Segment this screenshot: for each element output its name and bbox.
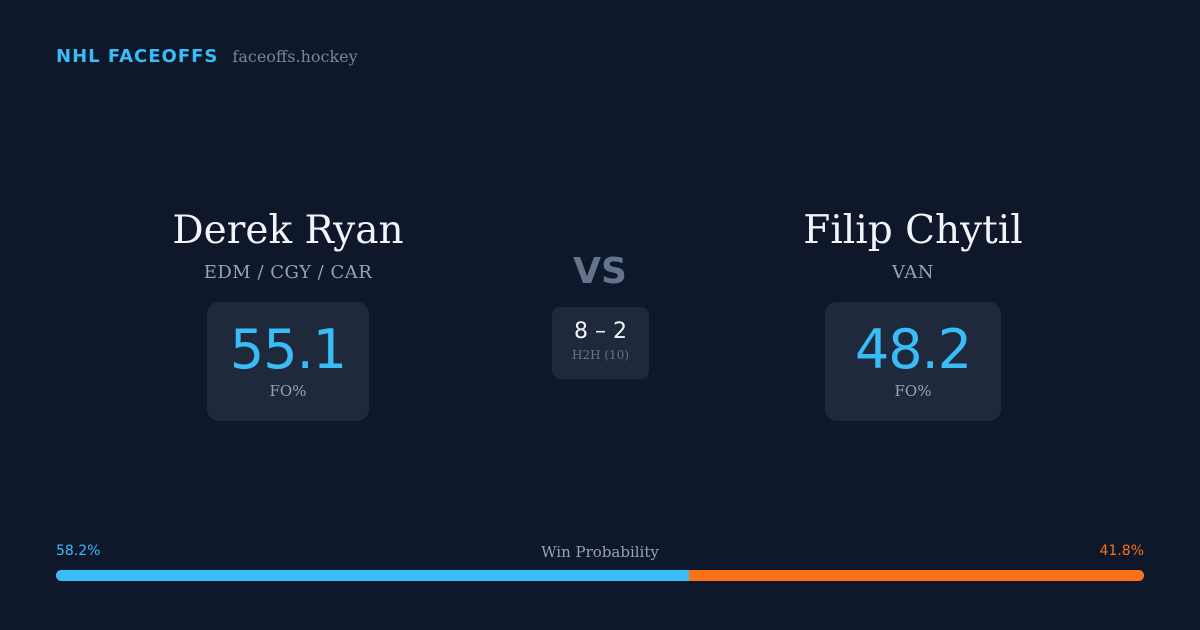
player-left: Derek Ryan EDM / CGY / CAR [68, 205, 508, 283]
player-right-fo-card: 48.2 FO% [825, 302, 1001, 421]
win-probability-title: Win Probability [541, 543, 659, 561]
player-right-name: Filip Chytil [803, 208, 1023, 253]
win-probability-fill-right [689, 570, 1144, 581]
brand-url: faceoffs.hockey [232, 47, 358, 66]
player-right-teams: VAN [891, 262, 935, 283]
player-left-fo-value: 55.1 [229, 318, 347, 381]
player-left-teams: EDM / CGY / CAR [203, 262, 373, 283]
player-left-fo-card: 55.1 FO% [207, 302, 369, 421]
vs-label: VS [573, 251, 627, 292]
h2h-card: 8 – 2 H2H (10) [552, 307, 649, 379]
h2h-score: 8 – 2 [574, 319, 627, 344]
player-left-name: Derek Ryan [172, 208, 404, 253]
h2h-label: H2H (10) [571, 348, 629, 362]
win-probability-labels: 58.2% Win Probability 41.8% [56, 543, 1144, 563]
player-right-fo-label: FO% [894, 382, 932, 400]
player-left-fo-label: FO% [269, 382, 307, 400]
win-probability-right: 41.8% [1099, 543, 1144, 559]
brand-header: NHL FACEOFFS faceoffs.hockey [56, 46, 358, 67]
player-right-fo-value: 48.2 [854, 318, 972, 381]
win-probability-bar [56, 570, 1144, 581]
brand-name: NHL FACEOFFS [56, 46, 219, 67]
player-right: Filip Chytil VAN [693, 205, 1133, 283]
win-probability-fill-left [56, 570, 690, 581]
win-probability-left: 58.2% [56, 543, 101, 559]
